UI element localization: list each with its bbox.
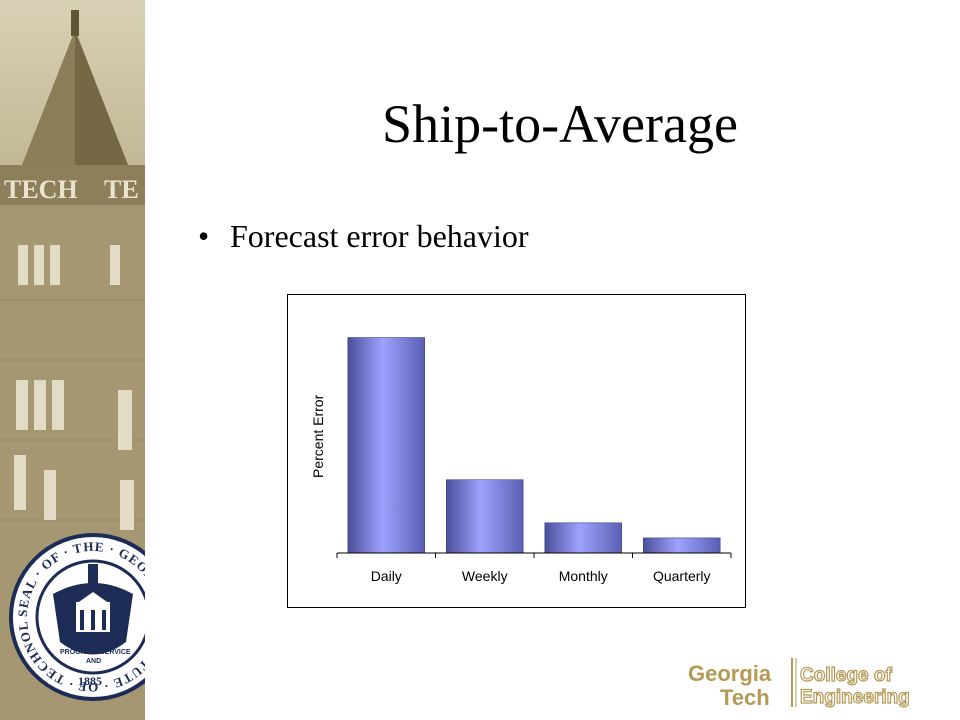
bar-monthly xyxy=(544,522,622,554)
bar-weekly xyxy=(446,479,524,554)
x-tick-label-daily: Daily xyxy=(371,568,402,584)
bullet-icon: • xyxy=(198,218,210,254)
logo-tech: Tech xyxy=(720,685,770,710)
x-tick-label-quarterly: Quarterly xyxy=(653,568,711,584)
bullet-text: Forecast error behavior xyxy=(230,218,529,254)
bar-daily xyxy=(347,337,425,554)
logo-college-of: College of xyxy=(800,665,893,686)
logo-georgia: Georgia xyxy=(688,661,772,686)
x-tick-label-monthly: Monthly xyxy=(559,568,608,584)
bullet-item: • Forecast error behavior xyxy=(198,218,529,255)
seal-motto-right: SERVICE xyxy=(100,649,131,656)
sidebar-photo: TECH TE SEAL · OF · THE · GEORGIA · INST… xyxy=(0,0,145,720)
georgia-tech-seal-icon: SEAL · OF · THE · GEORGIA · INSTITUTE · … xyxy=(8,532,145,701)
seal-year: 1885 xyxy=(78,674,102,688)
svg-text:TE: TE xyxy=(104,175,139,204)
seal-motto-and: AND xyxy=(86,658,101,665)
seal-motto-left: PROGRESS xyxy=(60,649,100,656)
y-axis-label: Percent Error xyxy=(310,394,326,478)
chart: Percent Error Daily Weekly Monthly Quarterl… xyxy=(287,294,747,610)
bar-chart: Percent Error Daily Weekly Monthly Quarterl… xyxy=(287,294,746,608)
bar-quarterly xyxy=(643,537,721,554)
georgia-tech-college-logo: Georgia Tech College of Engineering xyxy=(688,658,910,710)
x-tick-label-weekly: Weekly xyxy=(462,568,508,584)
logo-engineering: Engineering xyxy=(800,687,910,708)
svg-text:TECH: TECH xyxy=(4,175,78,204)
slide-title: Ship-to-Average xyxy=(382,94,738,154)
